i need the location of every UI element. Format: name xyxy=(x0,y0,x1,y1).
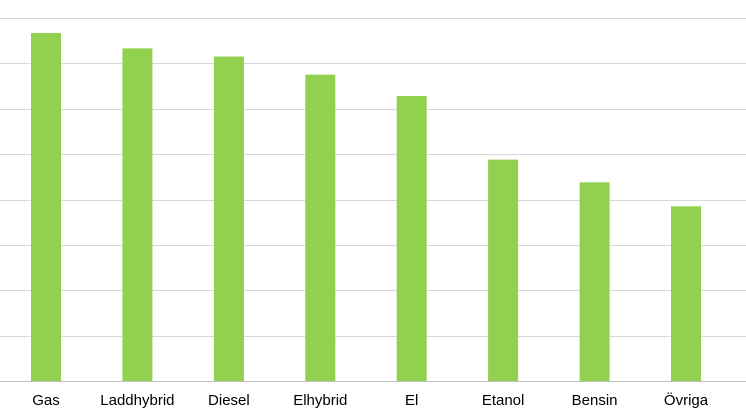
x-tick-label: Diesel xyxy=(208,392,250,409)
x-tick-label: Gas xyxy=(32,392,60,409)
gridlines xyxy=(0,18,746,337)
x-tick-labels: Gas Laddhybrid Diesel Elhybrid El Etanol Bensi… xyxy=(32,391,709,409)
bar-övriga xyxy=(671,206,701,381)
bar-gas xyxy=(31,33,61,381)
bar-bensin xyxy=(579,182,610,381)
x-tick-label: Laddhybrid xyxy=(100,392,174,409)
bar-elhybrid xyxy=(305,74,336,381)
x-tick-label: Etanol xyxy=(482,392,525,409)
x-tick-label: Elhybrid xyxy=(293,392,347,409)
x-tick-label: Övriga xyxy=(664,391,709,409)
bar-etanol xyxy=(488,159,519,381)
x-tick-label: El xyxy=(405,392,418,409)
bar-el xyxy=(396,96,427,381)
bar-laddhybrid xyxy=(122,48,153,382)
bars xyxy=(31,33,701,382)
bar-diesel xyxy=(213,56,244,381)
x-tick-label: Bensin xyxy=(572,392,618,409)
